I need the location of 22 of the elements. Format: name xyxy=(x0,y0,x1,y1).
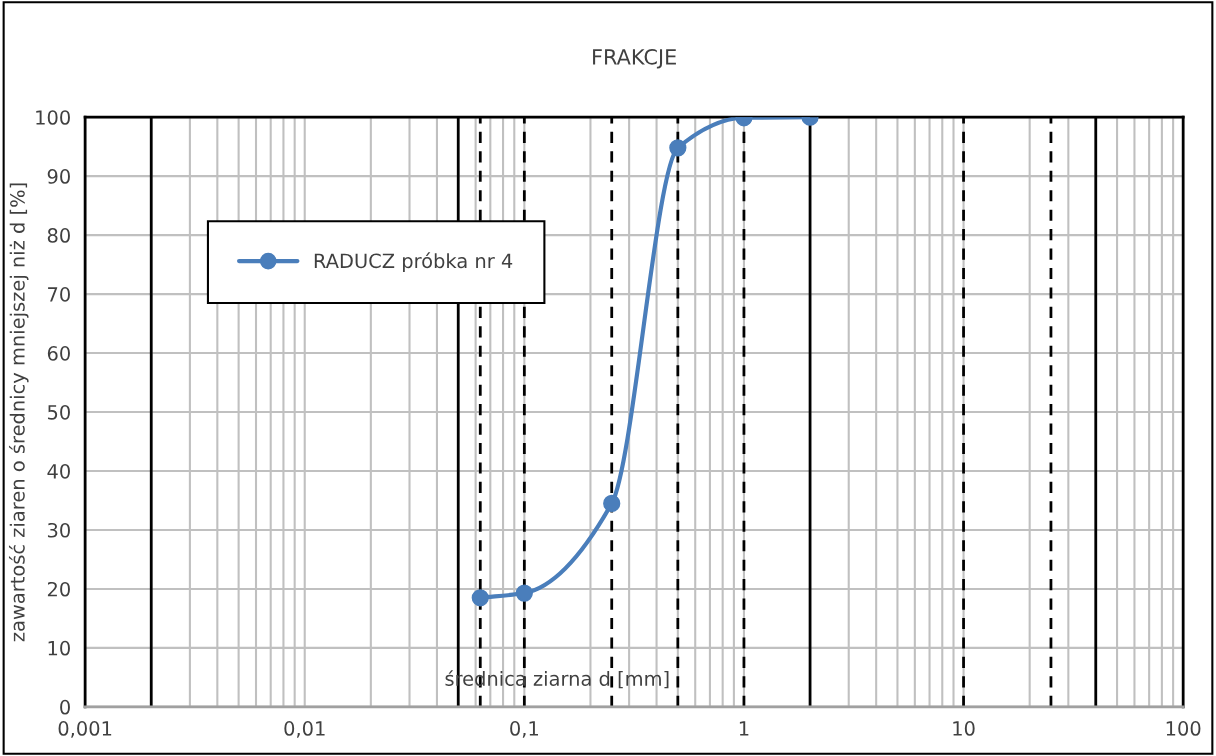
y-tick-label: 90 xyxy=(47,169,70,184)
y-axis-title: zawartość ziaren o średnicy mniejszej niż d [%] xyxy=(8,183,29,642)
point xyxy=(471,589,489,607)
y-tick-label: 100 xyxy=(36,110,70,125)
y-tick-label: 20 xyxy=(47,581,70,597)
y-tick-label: 0 xyxy=(60,699,70,715)
x-tick-label: 100 xyxy=(1166,721,1201,736)
y-tick-label: 60 xyxy=(47,346,70,361)
y-tick-label: 50 xyxy=(47,404,70,420)
x-tick-label: 0,01 xyxy=(284,721,325,738)
x-tick-label: 1 xyxy=(739,721,749,736)
x-tick-label: 0,1 xyxy=(510,721,539,738)
y-tick-label: 10 xyxy=(48,640,70,656)
chart-title: FRAKCJE xyxy=(593,48,676,69)
legend-label: RADUCZ próbka nr 4 xyxy=(314,252,513,272)
y-tick-label: 40 xyxy=(47,463,70,479)
y-tick-label: 80 xyxy=(47,228,70,243)
y-tick-label: 30 xyxy=(47,522,70,538)
y-tick-label: 70 xyxy=(48,287,70,302)
x-tick-label: 0,001 xyxy=(58,721,112,738)
x-tick-label: 10 xyxy=(953,721,975,736)
point xyxy=(603,494,621,513)
